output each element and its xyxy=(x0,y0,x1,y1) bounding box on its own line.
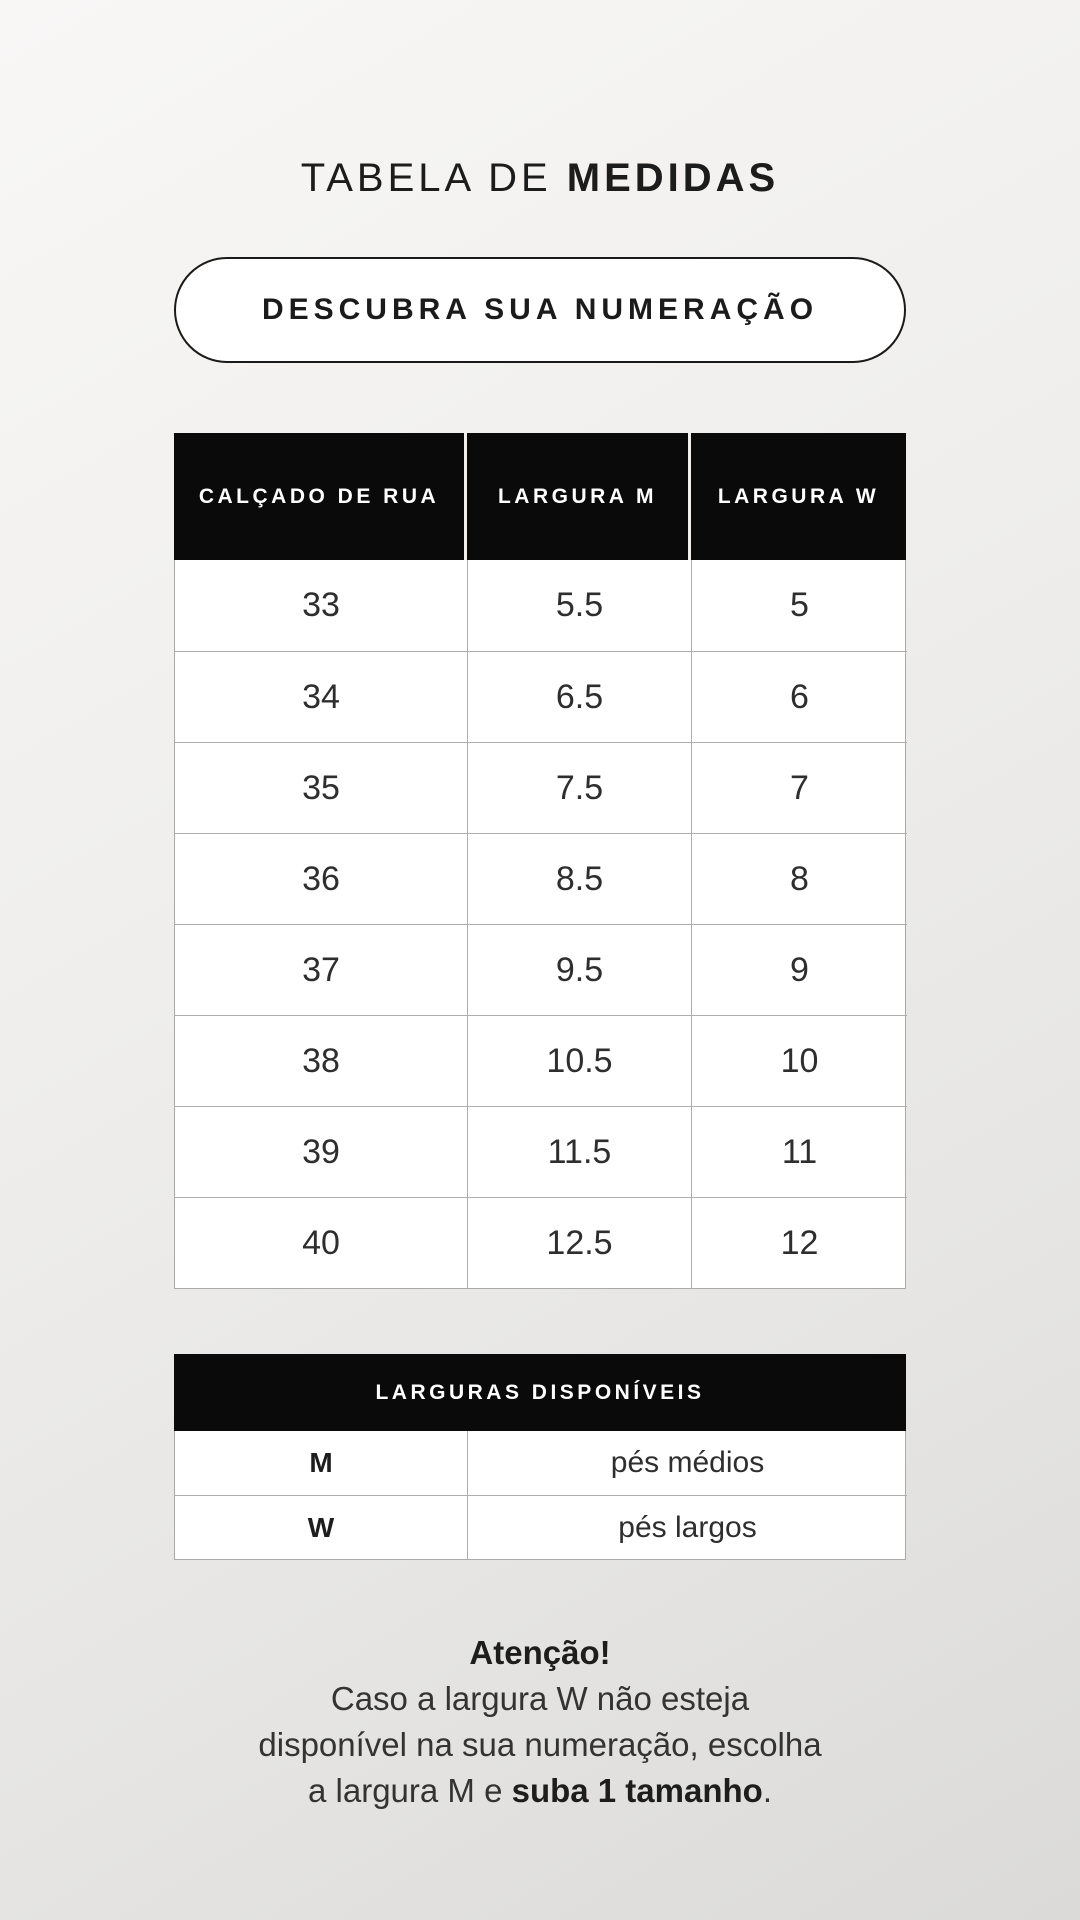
column-header-width-w: LARGURA W xyxy=(691,433,906,560)
cell-width-w: 7 xyxy=(692,742,907,833)
page-title-regular: TABELA DE xyxy=(300,156,567,200)
cell-width-m: 7.5 xyxy=(468,742,692,833)
cell-width-w: 5 xyxy=(790,586,809,624)
width-code-m: M xyxy=(175,1431,468,1495)
cell-width-m: 10.5 xyxy=(468,1015,692,1106)
cell-width-w: 9 xyxy=(692,924,907,1015)
attention-note: Atenção! Caso a largura W não esteja dis… xyxy=(174,1630,906,1814)
cell-width-w: 12 xyxy=(692,1197,907,1288)
attention-note-line3-suffix: . xyxy=(762,1772,772,1809)
discover-size-button-label: DESCUBRA SUA NUMERAÇÃO xyxy=(261,293,819,326)
column-header-width-m: LARGURA M xyxy=(467,433,691,560)
width-desc-m: pés médios xyxy=(610,1446,765,1479)
attention-note-line1: Caso a largura W não esteja xyxy=(330,1680,750,1717)
attention-note-title: Atenção! xyxy=(469,1634,611,1671)
size-table-body: 33 5.5 5 34 6.5 6 35 7.5 7 36 8.5 8 37 9… xyxy=(174,560,907,1289)
cell-width-m: 11.5 xyxy=(468,1106,692,1197)
cell-width-m: 8.5 xyxy=(468,833,692,924)
cell-street-size: 38 xyxy=(175,1015,468,1106)
width-desc-w: pés largos xyxy=(468,1495,907,1559)
size-conversion-table: CALÇADO DE RUA LARGURA M LARGURA W 33 5.… xyxy=(174,433,907,1289)
attention-note-line3-prefix: a largura M e xyxy=(308,1772,512,1809)
cell-width-m: 12.5 xyxy=(468,1197,692,1288)
available-widths-header: LARGURAS DISPONÍVEIS xyxy=(174,1354,906,1431)
width-code-w: W xyxy=(175,1495,468,1559)
cell-street-size: 35 xyxy=(175,742,468,833)
cell-width-w: 6 xyxy=(692,651,907,742)
cell-width-w: 11 xyxy=(692,1106,907,1197)
page-title: TABELA DE MEDIDAS xyxy=(174,0,906,200)
size-table-header-row: CALÇADO DE RUA LARGURA M LARGURA W xyxy=(174,433,906,560)
attention-note-line3-bold: suba 1 tamanho xyxy=(511,1772,763,1809)
attention-note-line2: disponível na sua numeração, escolha xyxy=(258,1726,822,1763)
page-title-bold: MEDIDAS xyxy=(566,156,780,200)
cell-street-size: 40 xyxy=(175,1197,468,1288)
cell-width-m: 5.5 xyxy=(468,560,692,651)
available-widths-table: LARGURAS DISPONÍVEIS M pés médios W pés … xyxy=(174,1354,907,1560)
cell-width-m: 6.5 xyxy=(468,651,692,742)
cell-street-size: 36 xyxy=(175,833,468,924)
cell-street-size: 33 xyxy=(175,560,468,651)
cell-street-size: 39 xyxy=(175,1106,468,1197)
cell-width-m: 9.5 xyxy=(468,924,692,1015)
column-header-street-size: CALÇADO DE RUA xyxy=(174,433,467,560)
discover-size-button[interactable]: DESCUBRA SUA NUMERAÇÃO xyxy=(174,257,906,363)
available-widths-body: M pés médios W pés largos xyxy=(174,1431,907,1560)
cell-street-size: 37 xyxy=(175,924,468,1015)
cell-street-size: 34 xyxy=(175,651,468,742)
attention-note-line3: a largura M e suba 1 tamanho. xyxy=(174,1768,906,1814)
cell-width-w: 10 xyxy=(692,1015,907,1106)
cell-width-w: 8 xyxy=(692,833,907,924)
